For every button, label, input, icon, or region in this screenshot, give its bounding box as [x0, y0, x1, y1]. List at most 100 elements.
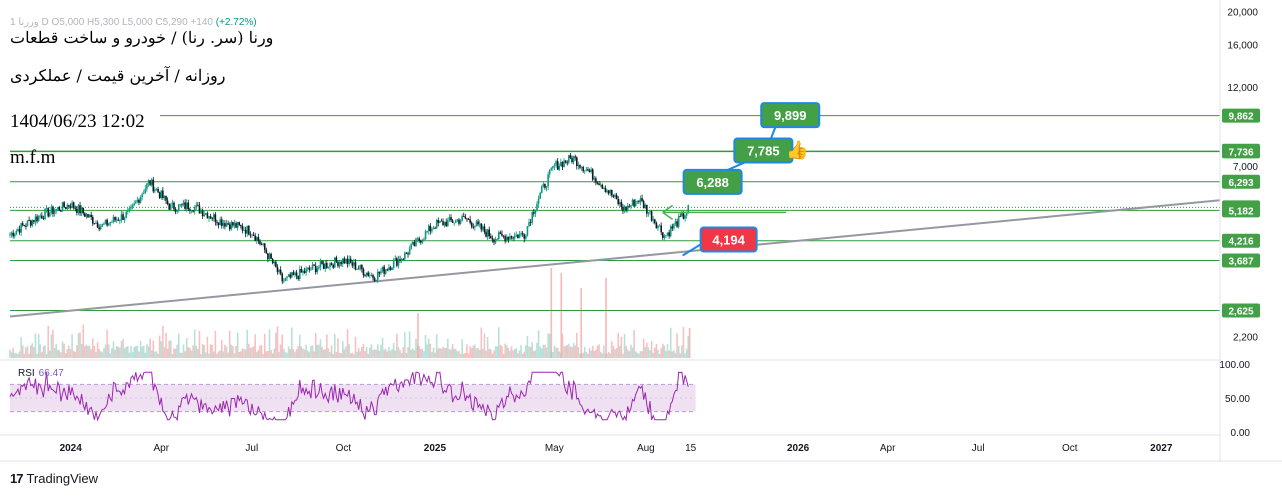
x-tick-label: Oct	[336, 443, 352, 454]
volume-bar	[265, 351, 268, 358]
volume-bar	[642, 338, 645, 358]
volume-bar	[641, 351, 643, 358]
candle-body	[205, 213, 207, 215]
candle-body	[599, 184, 602, 186]
candle-body	[684, 215, 686, 219]
candle-body	[405, 252, 408, 254]
volume-bar	[254, 334, 256, 358]
volume-bar	[106, 329, 108, 358]
candle-body	[386, 269, 389, 271]
candle-body	[408, 248, 411, 255]
volume-bar	[345, 346, 347, 358]
candle-body	[314, 265, 317, 273]
volume-bar	[526, 335, 529, 358]
volume-bar	[146, 344, 148, 358]
candle-body	[552, 166, 554, 169]
volume-bar	[423, 351, 425, 358]
candle-body	[571, 158, 573, 163]
volume-bar	[41, 352, 43, 358]
x-tick-label: 2026	[787, 443, 810, 454]
candle-body	[389, 267, 392, 270]
volume-bar	[208, 353, 210, 358]
volume-bar	[224, 344, 226, 358]
candle-body	[262, 243, 264, 245]
volume-bar	[244, 349, 247, 358]
candle-body	[528, 222, 530, 227]
volume-bar	[295, 349, 298, 358]
volume-bar	[29, 345, 32, 358]
volume-bar	[365, 346, 368, 358]
price-badge	[1222, 108, 1260, 123]
candle-body	[26, 220, 29, 227]
volume-bar	[42, 346, 45, 358]
candle-body	[673, 223, 675, 229]
candle-body	[442, 221, 444, 226]
candle-body	[219, 219, 221, 226]
volume-bar	[91, 338, 94, 358]
volume-bar	[618, 346, 621, 358]
volume-bar	[620, 336, 623, 358]
candle-body	[407, 253, 409, 255]
volume-bar	[558, 351, 561, 358]
volume-bar	[357, 348, 360, 358]
volume-bar	[249, 347, 252, 358]
volume-bar	[601, 353, 604, 358]
volume-bar	[404, 332, 406, 358]
volume-bar	[144, 352, 147, 358]
candle-body	[193, 207, 196, 212]
candle-body	[343, 258, 346, 264]
volume-bar	[426, 344, 428, 358]
candle-body	[478, 223, 481, 225]
volume-bar	[152, 340, 155, 358]
candle-body	[154, 189, 156, 192]
volume-bar	[193, 329, 196, 358]
candle-body	[273, 261, 276, 264]
candle-body	[400, 259, 403, 261]
volume-bar	[220, 340, 223, 358]
candle-body	[480, 223, 483, 230]
candle-body	[195, 204, 198, 208]
candle-body	[246, 225, 249, 234]
candle-body	[630, 205, 632, 207]
volume-bar	[15, 353, 18, 358]
candle-body	[396, 258, 398, 266]
volume-bar	[556, 347, 559, 358]
candle-body	[95, 222, 97, 224]
candle-body	[200, 210, 202, 214]
candle-body	[319, 261, 322, 267]
volume-bar	[389, 350, 392, 358]
candle-body	[275, 261, 277, 267]
candle-body	[217, 222, 220, 226]
candle-body	[251, 234, 253, 236]
candle-body	[104, 219, 107, 224]
volume-bar	[316, 344, 319, 358]
candle-body	[87, 214, 89, 218]
volume-bar	[504, 343, 506, 358]
candle-body	[482, 226, 484, 230]
candle-body	[636, 200, 639, 202]
tradingview-logo[interactable]: 17 TradingView	[10, 471, 98, 486]
volume-bar	[466, 344, 468, 358]
volume-bar	[326, 334, 328, 358]
volume-bar	[518, 350, 521, 358]
volume-bar	[638, 353, 640, 358]
volume-bar	[655, 343, 658, 358]
volume-bar	[623, 334, 626, 358]
volume-bar	[332, 353, 334, 358]
candle-body	[413, 241, 416, 246]
volume-bar	[517, 353, 519, 358]
volume-bar	[577, 347, 580, 358]
volume-bar	[87, 346, 89, 358]
volume-bar	[442, 346, 444, 358]
volume-bar	[329, 352, 331, 358]
candle-body	[399, 259, 401, 261]
volume-bar	[155, 351, 158, 358]
volume-bar	[464, 353, 467, 358]
candle-body	[49, 212, 51, 217]
candle-body	[652, 219, 655, 221]
candle-body	[305, 268, 307, 273]
candle-body	[655, 222, 658, 229]
volume-bar	[647, 347, 650, 358]
candle-body	[534, 209, 537, 214]
